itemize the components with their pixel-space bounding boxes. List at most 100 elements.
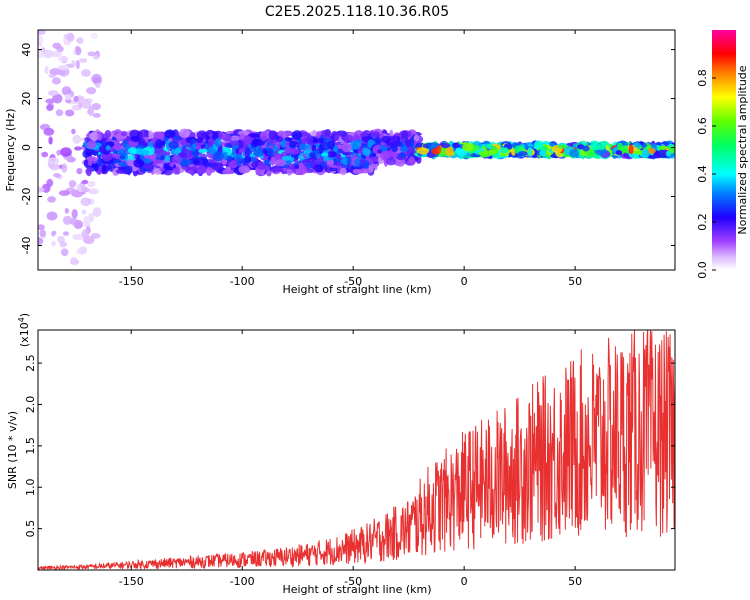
heatmap-cell <box>171 155 183 164</box>
heatmap-cell <box>97 157 103 168</box>
heatmap-cell <box>172 135 181 141</box>
heatmap-cell <box>485 144 494 149</box>
heatmap-cell <box>55 109 64 117</box>
heatmap-cell <box>311 129 317 137</box>
snr-x-ticks: -150 -100 -50 0 50 <box>119 330 582 588</box>
heatmap-cell <box>647 147 656 154</box>
snr-y-tick-label: 1.5 <box>24 437 37 455</box>
heatmap-cell <box>93 162 99 172</box>
heatmap-cell <box>180 158 189 167</box>
heatmap-cell <box>73 95 79 102</box>
heatmap-cell <box>381 135 391 144</box>
heatmap-cell <box>309 152 315 159</box>
heatmap-cell <box>462 142 474 152</box>
heatmap-cell <box>198 148 208 154</box>
colorbar-gradient <box>712 30 736 270</box>
heatmap-cell <box>130 135 141 143</box>
heatmap-cell <box>120 130 128 137</box>
heatmap-cell <box>88 132 100 141</box>
heatmap-cell <box>200 144 206 149</box>
heatmap-cell <box>60 147 72 157</box>
heatmap-cell <box>116 135 122 142</box>
heatmap-cell <box>38 30 46 35</box>
heatmap-cell <box>80 69 91 77</box>
snr-frame <box>37 329 676 571</box>
heatmap-cell <box>49 68 62 76</box>
heatmap-x-tick-label: 0 <box>461 275 468 288</box>
heatmap-cell <box>90 32 98 39</box>
heatmap-cell <box>62 215 73 225</box>
heatmap-cell <box>259 131 269 141</box>
colorbar-label: Normalized spectral amplitude <box>736 65 749 234</box>
heatmap-cell <box>164 154 171 162</box>
heatmap-cell <box>155 139 163 149</box>
heatmap-cell <box>539 149 547 157</box>
heatmap-cell <box>398 152 407 158</box>
heatmap-cell <box>86 87 97 95</box>
heatmap-cell <box>142 158 152 164</box>
heatmap-cell <box>86 156 98 162</box>
heatmap-cell <box>440 142 451 149</box>
heatmap-cell <box>175 165 181 175</box>
colorbar-tick-label: 0.0 <box>696 261 709 279</box>
heatmap-cell <box>46 211 58 221</box>
heatmap-cell <box>117 161 128 167</box>
snr-x-tick-label: -100 <box>230 575 255 588</box>
heatmap-cell <box>88 212 95 223</box>
heatmap-cell <box>192 158 200 166</box>
heatmap-cell <box>64 208 69 214</box>
heatmap-cell <box>452 142 460 149</box>
heatmap-cell <box>74 146 82 151</box>
heatmap-cell <box>333 134 339 142</box>
heatmap-cell <box>213 151 224 162</box>
heatmap-cell <box>191 150 200 156</box>
heatmap-cell <box>52 42 62 49</box>
heatmap-cell <box>362 147 371 156</box>
heatmap-cell <box>66 32 75 42</box>
heatmap-cell <box>628 144 634 155</box>
heatmap-cell <box>341 142 353 153</box>
heatmap-cell <box>114 141 122 151</box>
heatmap-cell <box>321 152 329 157</box>
heatmap-cell <box>253 151 264 157</box>
heatmap-cell <box>351 141 361 150</box>
heatmap-cell <box>641 148 650 159</box>
heatmap-cell <box>71 128 76 135</box>
heatmap-cell <box>405 138 411 148</box>
heatmap-cell <box>154 159 164 164</box>
heatmap-cell <box>45 98 55 104</box>
heatmap-cell <box>327 150 337 158</box>
colorbar: 0.0 0.2 0.4 0.6 0.8 Normalized spectral ampl… <box>696 30 749 279</box>
heatmap-cell <box>59 241 68 248</box>
heatmap-cell <box>75 59 80 70</box>
heatmap-cell <box>318 144 324 154</box>
heatmap-cell <box>53 172 61 178</box>
heatmap-y-tick-label: 0 <box>20 144 33 151</box>
heatmap-cell <box>274 153 281 159</box>
colorbar-tick-label: 0.8 <box>696 69 709 87</box>
heatmap-cell <box>92 54 99 60</box>
heatmap-cell <box>62 231 70 236</box>
heatmap-cell <box>314 164 324 173</box>
heatmap-cell <box>253 138 258 148</box>
snr-series-line <box>38 330 675 570</box>
heatmap-cell <box>196 164 207 175</box>
heatmap-cell <box>238 139 244 148</box>
heatmap-y-ticks: -40 -20 0 20 40 <box>20 43 675 254</box>
heatmap-cell <box>48 136 53 145</box>
heatmap-panel: -150 -100 -50 0 50 -40 -20 0 20 40 Height of str… <box>4 29 676 296</box>
heatmap-cell <box>256 161 267 170</box>
heatmap-cell <box>222 169 234 175</box>
heatmap-x-tick-label: -50 <box>344 275 362 288</box>
snr-scale-label: (x104) <box>17 313 31 347</box>
heatmap-cell <box>665 150 671 157</box>
snr-y-tick-label: 0.5 <box>24 520 37 538</box>
heatmap-cell <box>126 159 135 167</box>
heatmap-cell <box>142 163 154 170</box>
heatmap-cell <box>445 146 454 157</box>
heatmap-cell <box>64 109 75 117</box>
heatmap-cell <box>490 149 497 155</box>
heatmap-cell <box>51 77 61 85</box>
heatmap-cell <box>72 134 82 144</box>
colorbar-tick-label: 0.2 <box>696 213 709 231</box>
